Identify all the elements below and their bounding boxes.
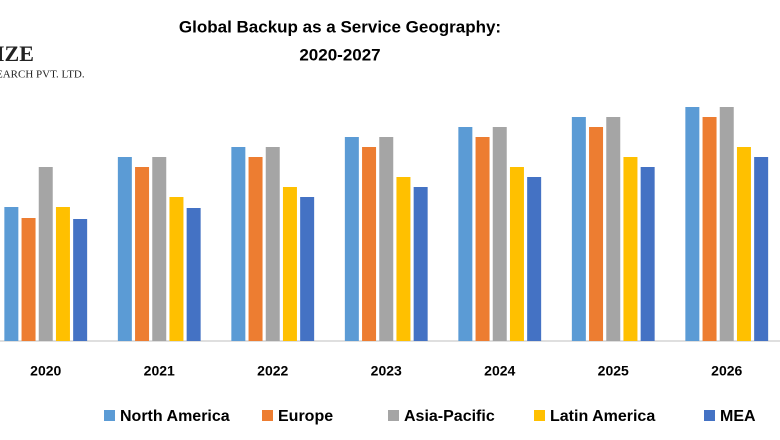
x-tick-label: 2022 (257, 363, 288, 379)
legend-label: Europe (278, 408, 333, 425)
chart-title: Global Backup as a Service Geography: (179, 17, 501, 36)
bar (362, 147, 377, 341)
x-tick-label: 2025 (598, 363, 629, 379)
bar (21, 218, 36, 341)
legend-swatch (388, 410, 399, 421)
bar (458, 127, 473, 341)
bar (152, 157, 167, 341)
bar (702, 117, 717, 341)
bar (623, 157, 638, 341)
bar (282, 187, 297, 341)
bar (413, 187, 428, 341)
bar (589, 127, 604, 341)
x-tick-label: 2024 (484, 363, 515, 379)
bar (719, 107, 734, 341)
bar (38, 167, 53, 341)
bar (571, 117, 586, 341)
bar (55, 207, 70, 341)
bar (248, 157, 263, 341)
legend-label: Asia-Pacific (404, 408, 495, 425)
bar (492, 127, 507, 341)
legend-label: North America (120, 408, 230, 425)
legend-label: Latin America (550, 408, 655, 425)
legend-swatch (534, 410, 545, 421)
legend-swatch (104, 410, 115, 421)
bar (509, 167, 524, 341)
chart-title: 2020-2027 (299, 45, 380, 64)
bar (396, 177, 411, 341)
bar (606, 117, 621, 341)
legend-swatch (704, 410, 715, 421)
bar (231, 147, 246, 341)
bar (265, 147, 280, 341)
bar (379, 137, 394, 341)
bar (300, 197, 315, 341)
bar (117, 157, 132, 341)
bar (475, 137, 490, 341)
bar (73, 219, 88, 341)
x-tick-label: 2026 (711, 363, 742, 379)
bar (344, 137, 359, 341)
bar (640, 167, 655, 341)
legend-swatch (262, 410, 273, 421)
bar (135, 167, 150, 341)
logo-subtext: EARCH PVT. LTD. (0, 69, 85, 81)
bar (685, 107, 700, 341)
bar (186, 208, 201, 341)
x-tick-label: 2021 (144, 363, 175, 379)
x-tick-label: 2023 (371, 363, 402, 379)
bar (754, 157, 769, 341)
logo-text: IZE (0, 41, 34, 66)
bar (4, 207, 19, 341)
legend-label: MEA (720, 408, 756, 425)
bar (169, 197, 184, 341)
bar (736, 147, 751, 341)
x-tick-label: 2020 (30, 363, 61, 379)
bar (527, 177, 542, 341)
